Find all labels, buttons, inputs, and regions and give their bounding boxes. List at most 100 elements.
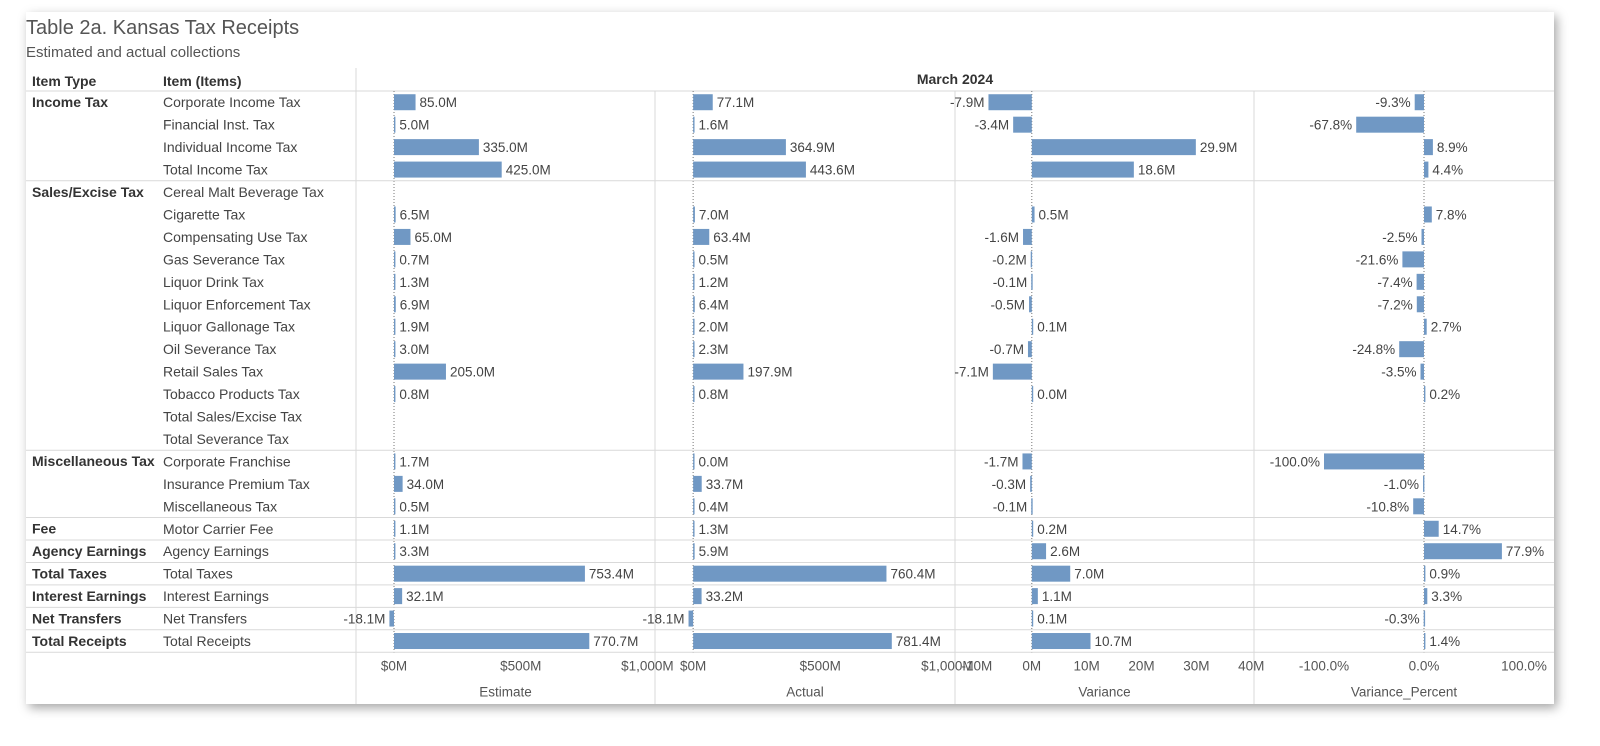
row-item-label: Total Taxes xyxy=(163,566,233,582)
bar-actual xyxy=(693,273,695,290)
bar-variance xyxy=(1031,565,1071,582)
bar-actual xyxy=(693,475,702,492)
value-label-variance: 0.1M xyxy=(1037,612,1067,627)
axis-title-estimate: Estimate xyxy=(479,684,532,699)
bar-variance_pct xyxy=(1420,363,1424,380)
tick-label-variance_pct: 100.0% xyxy=(1501,658,1547,673)
bar-estimate xyxy=(394,498,396,515)
bar-estimate xyxy=(394,116,396,133)
bar-estimate xyxy=(394,633,590,650)
group-label: Total Receipts xyxy=(32,633,127,649)
bar-estimate xyxy=(394,206,396,223)
value-label-variance: 2.6M xyxy=(1050,544,1080,559)
bar-variance_pct xyxy=(1414,94,1424,111)
tick-label-variance_pct: 0.0% xyxy=(1409,658,1440,673)
value-label-variance: -0.1M xyxy=(993,275,1028,290)
bar-variance_pct xyxy=(1416,296,1424,313)
row-item-label: Gas Severance Tax xyxy=(163,251,285,267)
value-label-variance_pct: 3.3% xyxy=(1431,589,1462,604)
value-label-variance_pct: -9.3% xyxy=(1375,95,1410,110)
bar-actual xyxy=(693,363,744,380)
value-label-estimate: 6.9M xyxy=(400,297,430,312)
value-label-estimate: 65.0M xyxy=(414,230,452,245)
value-label-variance_pct: 8.9% xyxy=(1437,140,1468,155)
bar-variance_pct xyxy=(1421,228,1424,245)
bar-variance_pct xyxy=(1424,520,1439,537)
bar-estimate xyxy=(394,94,416,111)
value-label-estimate: 1.9M xyxy=(399,320,429,335)
group-label: Agency Earnings xyxy=(32,543,147,559)
bar-actual xyxy=(693,161,806,178)
value-label-variance: 0.1M xyxy=(1037,320,1067,335)
bar-variance xyxy=(1013,116,1032,133)
row-item-label: Miscellaneous Tax xyxy=(163,498,277,514)
value-label-estimate: 753.4M xyxy=(589,567,634,582)
value-label-variance: 18.6M xyxy=(1138,163,1176,178)
bar-estimate xyxy=(394,251,396,268)
bar-actual xyxy=(693,116,695,133)
bar-variance xyxy=(988,94,1032,111)
value-label-estimate: 85.0M xyxy=(420,95,458,110)
value-label-estimate: 0.7M xyxy=(399,252,429,267)
axis-title-actual: Actual xyxy=(786,684,824,699)
value-label-variance_pct: -1.0% xyxy=(1384,477,1419,492)
tick-label-estimate: $1,000M xyxy=(621,658,674,673)
row-item-label: Corporate Franchise xyxy=(163,453,291,469)
bar-estimate xyxy=(394,363,446,380)
page-subtitle: Estimated and actual collections xyxy=(26,44,241,61)
value-label-variance_pct: -2.5% xyxy=(1382,230,1417,245)
value-label-estimate: 34.0M xyxy=(407,477,445,492)
tick-label-estimate: $500M xyxy=(500,658,541,673)
bar-variance_pct xyxy=(1356,116,1424,133)
value-label-variance_pct: 0.2% xyxy=(1429,387,1460,402)
value-label-variance: 10.7M xyxy=(1095,634,1133,649)
bar-variance_pct xyxy=(1424,386,1426,403)
bar-actual xyxy=(693,139,786,156)
bar-variance xyxy=(1031,318,1034,335)
value-label-variance: 0.5M xyxy=(1039,207,1069,222)
bar-actual xyxy=(693,633,892,650)
bar-estimate xyxy=(389,610,395,627)
value-label-variance: -0.5M xyxy=(991,297,1026,312)
value-label-variance_pct: -7.2% xyxy=(1378,297,1413,312)
value-label-variance_pct: -21.6% xyxy=(1356,252,1399,267)
tick-label-variance: 20M xyxy=(1128,658,1154,673)
row-item-label: Net Transfers xyxy=(163,611,247,627)
bar-variance xyxy=(1031,588,1038,605)
tick-label-estimate: $0M xyxy=(381,658,407,673)
value-label-actual: 760.4M xyxy=(890,567,935,582)
value-label-estimate: 32.1M xyxy=(406,589,444,604)
row-item-label: Total Sales/Excise Tax xyxy=(163,409,302,425)
value-label-actual: 33.2M xyxy=(706,589,744,604)
bar-actual xyxy=(693,588,702,605)
row-item-label: Cereal Malt Beverage Tax xyxy=(163,184,324,200)
bar-variance_pct xyxy=(1424,543,1502,560)
bar-variance_pct xyxy=(1424,588,1428,605)
bar-variance_pct xyxy=(1424,633,1426,650)
bar-variance xyxy=(1027,341,1032,358)
value-label-estimate: 3.3M xyxy=(399,544,429,559)
row-item-label: Agency Earnings xyxy=(163,543,269,559)
value-label-actual: 0.0M xyxy=(699,454,729,469)
bar-variance xyxy=(1031,610,1034,627)
value-label-actual: 1.6M xyxy=(699,118,729,133)
tick-label-actual: $500M xyxy=(800,658,841,673)
bar-estimate xyxy=(394,228,411,245)
bar-estimate xyxy=(394,543,396,560)
row-item-label: Tobacco Products Tax xyxy=(163,386,300,402)
group-label: Sales/Excise Tax xyxy=(32,184,144,200)
value-label-variance: -0.7M xyxy=(989,342,1024,357)
value-label-variance_pct: -3.5% xyxy=(1381,365,1416,380)
value-label-variance: 7.0M xyxy=(1074,567,1104,582)
value-label-variance_pct: 4.4% xyxy=(1432,163,1463,178)
axis-title-variance: Variance xyxy=(1078,684,1130,699)
group-label: Income Tax xyxy=(32,94,108,110)
row-item-label: Financial Inst. Tax xyxy=(163,117,275,133)
bar-estimate xyxy=(394,520,396,537)
bar-variance_pct xyxy=(1416,273,1424,290)
bar-actual xyxy=(688,610,694,627)
value-label-actual: 0.4M xyxy=(699,499,729,514)
tick-label-variance: 40M xyxy=(1238,658,1264,673)
value-label-estimate: 770.7M xyxy=(593,634,638,649)
header-item-type: Item Type xyxy=(32,73,97,89)
